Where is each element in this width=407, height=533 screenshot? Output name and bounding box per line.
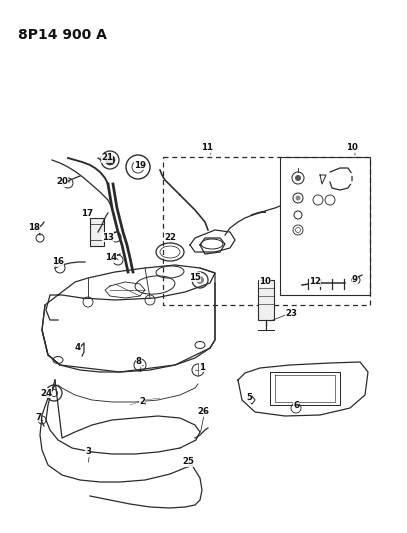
Text: 8P14 900 A: 8P14 900 A xyxy=(18,28,107,42)
Text: 8: 8 xyxy=(136,358,142,367)
Circle shape xyxy=(105,155,115,165)
Bar xyxy=(280,157,370,295)
Text: 5: 5 xyxy=(246,393,252,402)
Text: 7: 7 xyxy=(35,413,41,422)
Text: 24: 24 xyxy=(40,389,52,398)
Text: 26: 26 xyxy=(197,408,209,416)
Text: 2: 2 xyxy=(139,398,145,407)
Text: 10: 10 xyxy=(346,143,358,152)
Text: 23: 23 xyxy=(285,310,297,319)
Text: 6: 6 xyxy=(293,400,299,409)
Bar xyxy=(258,280,274,320)
Text: 11: 11 xyxy=(201,143,213,152)
Text: 25: 25 xyxy=(182,457,194,466)
Text: 16: 16 xyxy=(52,257,64,266)
Text: 21: 21 xyxy=(101,154,113,163)
Text: 22: 22 xyxy=(164,232,176,241)
Text: 4: 4 xyxy=(75,343,81,352)
Text: 9: 9 xyxy=(352,276,358,285)
Text: 20: 20 xyxy=(56,177,68,187)
Text: 19: 19 xyxy=(134,160,146,169)
Text: 3: 3 xyxy=(85,448,91,456)
Text: 10: 10 xyxy=(259,278,271,287)
Text: 17: 17 xyxy=(81,208,93,217)
Bar xyxy=(163,157,370,305)
Text: 18: 18 xyxy=(28,223,40,232)
Circle shape xyxy=(196,276,204,284)
Text: 13: 13 xyxy=(102,232,114,241)
Text: 12: 12 xyxy=(309,278,321,287)
Text: 14: 14 xyxy=(105,254,117,262)
Text: 15: 15 xyxy=(189,272,201,281)
Bar xyxy=(90,218,104,246)
Text: 1: 1 xyxy=(199,362,205,372)
Circle shape xyxy=(295,196,300,200)
Circle shape xyxy=(295,175,301,181)
